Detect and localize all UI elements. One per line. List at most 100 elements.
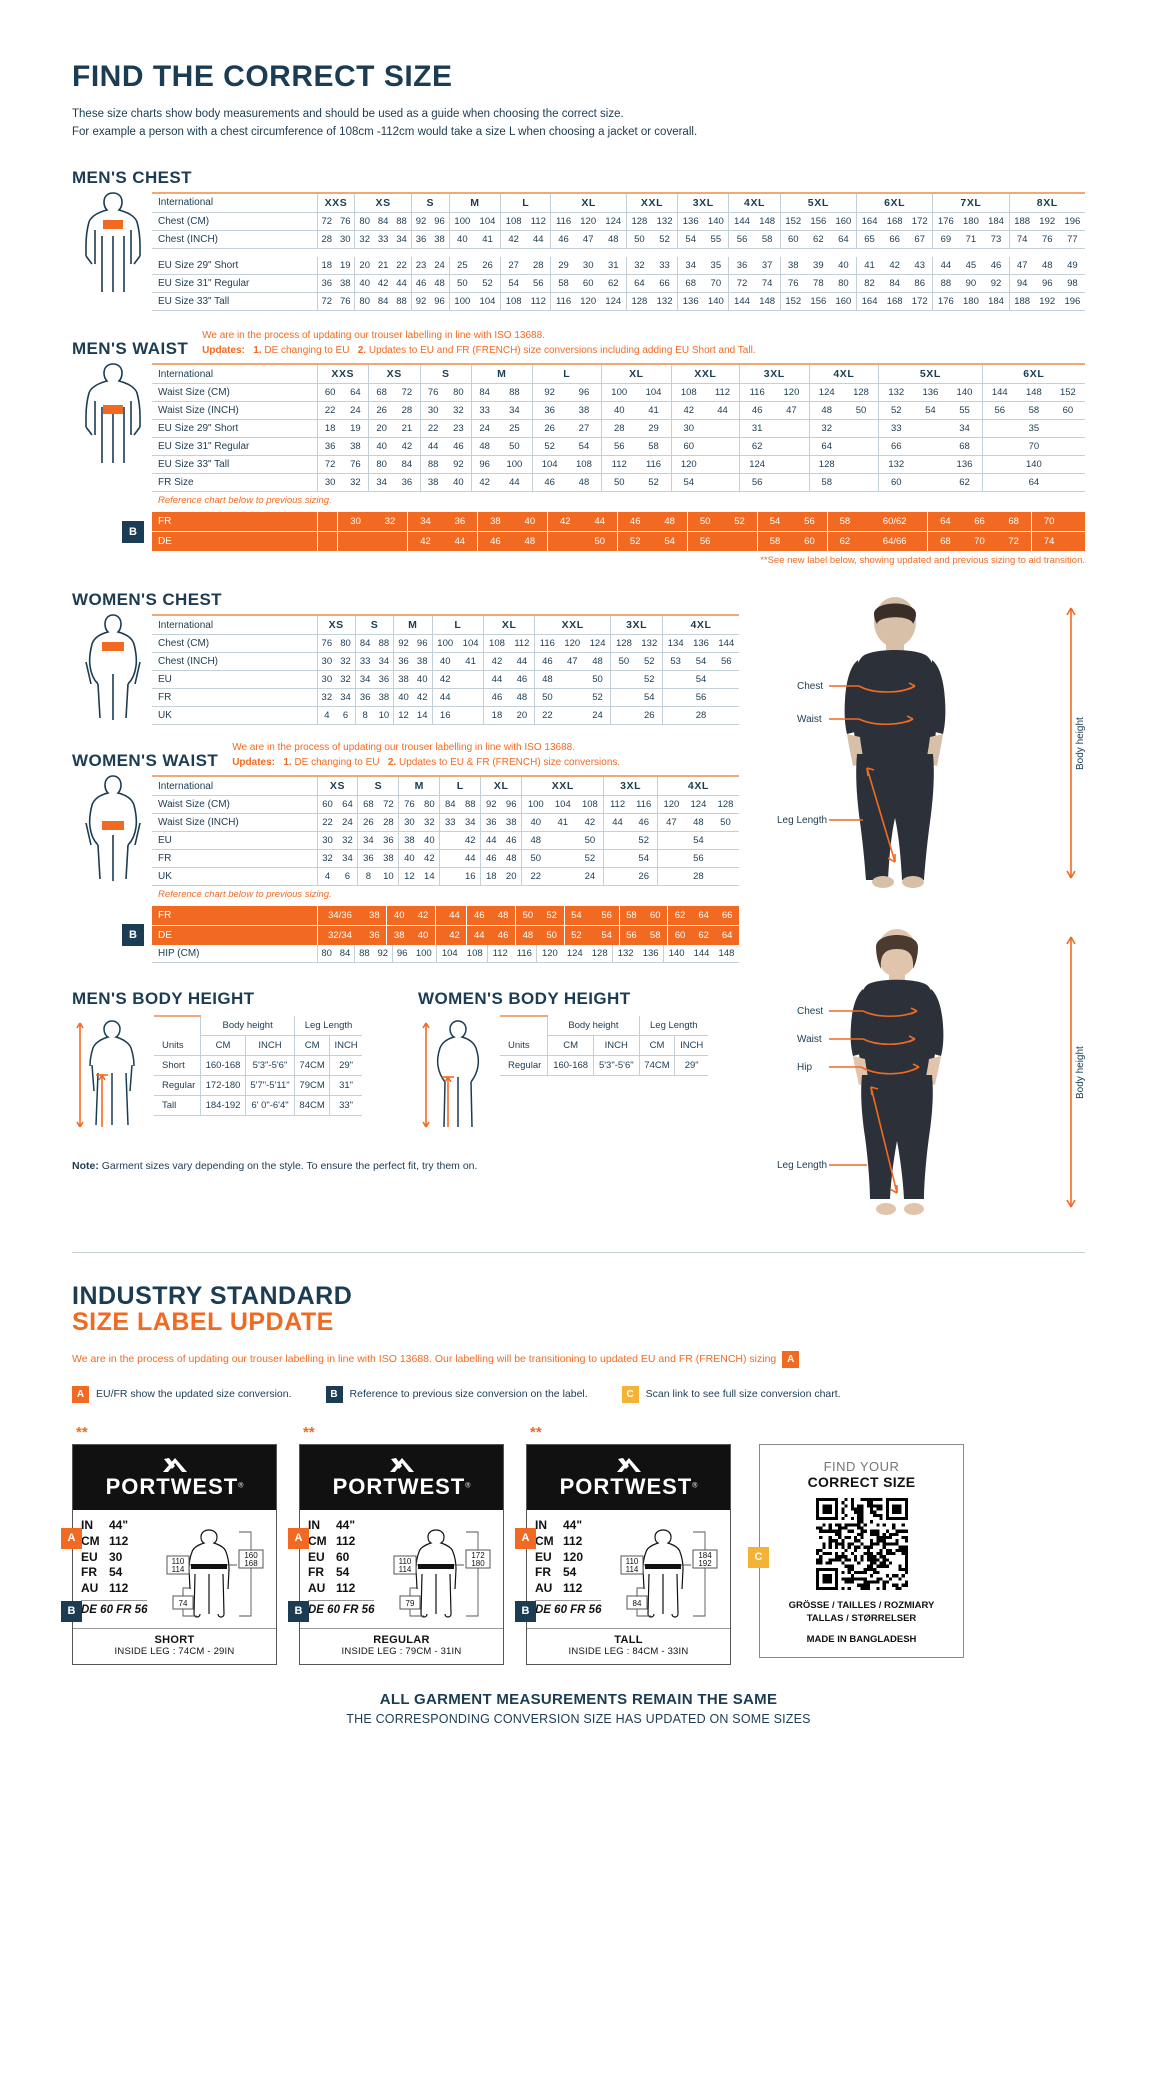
table-cell: 104 — [474, 212, 501, 231]
table-cell: 6 — [337, 867, 358, 887]
table-cell: 46 — [466, 906, 492, 926]
table-cell: 44 — [497, 473, 533, 493]
table-cell: 40 — [524, 516, 536, 528]
label-brand-head: PORTWEST® — [73, 1444, 276, 1510]
table-cell: 76 — [335, 292, 355, 312]
row-label: EU — [152, 670, 317, 690]
row-label: EU Size 31" Regular — [152, 274, 317, 294]
table-cell: 19 — [342, 419, 369, 439]
legend-text-a: EU/FR show the updated size conversion. — [96, 1388, 292, 1401]
tag-b-card: B — [61, 1600, 82, 1622]
table-cell: 58 — [754, 230, 781, 249]
row-label: Waist Size (INCH) — [152, 401, 317, 421]
womens-waist-ref-table: FR 34/36 38 40 42 44 46 48 50 52 54 56 58 60 62 64 66 DE 3… — [152, 906, 739, 946]
label-code-value: 54 — [109, 1565, 123, 1580]
table-cell: 22 — [316, 401, 343, 421]
size-label-card: ** A B PORTWEST® IN 44" CM 112 EU 30 FR 54 AU 112 DE 6… — [61, 1425, 277, 1665]
label-figure: 110 114 172 180 79 — [374, 1518, 497, 1624]
table-cell: 22 — [392, 257, 412, 276]
table-cell: 26 — [368, 401, 395, 421]
table-cell: 64 — [342, 383, 369, 403]
table-cell — [1050, 455, 1085, 475]
table-cell: 48 — [430, 274, 450, 294]
table-cell: 30 — [575, 257, 601, 276]
table-cell: 67 — [907, 230, 933, 249]
label-code-key: EU — [81, 1549, 98, 1564]
table-cell: 120 — [575, 292, 601, 312]
table-cell: 21 — [394, 419, 420, 439]
table-cell: 33 — [354, 652, 375, 672]
table-cell: 120 — [670, 455, 706, 475]
note-line-2: Updates: 1. DE changing to EU 2. Updates… — [202, 344, 755, 359]
table-cell: 80 — [445, 383, 472, 403]
table-cell — [662, 706, 689, 726]
label-stars: ** — [530, 1423, 542, 1441]
table-cell: 12 — [398, 867, 420, 887]
womens-body-height-title: WOMEN'S BODY HEIGHT — [418, 989, 631, 1009]
table-cell: 120 — [774, 383, 810, 403]
womens-waist-title: WOMEN'S WAIST — [72, 751, 219, 771]
label-code-value: 112 — [563, 1533, 583, 1548]
table-cell: 96 — [412, 634, 433, 654]
leg-box: 84 — [632, 1599, 641, 1608]
table-cell: 31" — [329, 1075, 362, 1097]
label-code-key: AU — [535, 1581, 553, 1596]
row-label: EU Size 29" Short — [152, 419, 317, 439]
mens-waist-table-wrap: International XXS XS S M L XL XXL 3XL 4XL 5XL 6XL W… — [152, 363, 1085, 508]
table-row: HIP (CM) 80 84 88 92 96 100 104 108 112 116 120 124 1… — [152, 945, 739, 964]
table-cell: 116 — [550, 292, 576, 312]
label-code-key: AU — [81, 1581, 99, 1596]
table-cell — [774, 455, 810, 475]
table-cell — [913, 437, 948, 457]
size-group-header: 8XL — [1008, 191, 1085, 213]
label-fit: SHORT — [154, 1633, 195, 1646]
table-cell: 38 — [369, 910, 380, 922]
table-cell: 28 — [316, 230, 336, 249]
qr-code-icon[interactable] — [815, 1497, 908, 1590]
table-cell: 42 — [394, 437, 420, 457]
womens-tables: WOMEN'S CHEST I — [72, 590, 739, 1226]
table-cell: 54 — [913, 401, 948, 421]
label-codes: IN 44" CM 112 EU 30 FR 54 AU 112 DE 60 FR 56 — [81, 1518, 148, 1624]
table-row: UK 4 6 8 10 12 14 16 18 20 22 24 26 28 — [152, 867, 739, 887]
row-label: Waist Size (CM) — [152, 383, 317, 403]
note-line-2: Updates: 1. DE changing to EU 2. Updates… — [232, 756, 620, 771]
table-cell: 30 — [398, 813, 420, 833]
table-cell — [713, 688, 739, 708]
label-body: IN 44" CM 112 EU 60 FR 54 AU 112 DE 60 FR 56 110 114… — [300, 1510, 503, 1628]
table-cell: 56 — [618, 925, 644, 946]
waist-box-top: 110 — [171, 1557, 184, 1566]
table-cell: 53 — [662, 652, 689, 672]
table-cell: 65 — [855, 230, 883, 249]
table-cell: 46 — [410, 274, 431, 294]
table-cell: 80 — [354, 292, 374, 312]
table-cell: 196 — [1059, 212, 1085, 231]
waist-box-top: 110 — [398, 1557, 411, 1566]
note-item-2-num: 2. — [387, 756, 397, 768]
table-cell: 70 — [1016, 437, 1051, 457]
table-cell: 24 — [471, 419, 498, 439]
height-box-top: 160 — [244, 1551, 258, 1560]
table-cell: 40 — [411, 925, 436, 946]
table-cell: 66 — [721, 910, 733, 922]
label-code-key: CM — [535, 1533, 554, 1548]
table-row: Chest (INCH) 28 30 32 33 34 36 38 40 41 42 44 46 47 48… — [152, 230, 1085, 249]
table-cell: 14 — [412, 706, 433, 726]
womens-waist-body: Waist Size (CM) 60 64 68 72 76 80 84 88 92 96 100 10… — [152, 795, 739, 887]
table-cell: 74 — [1030, 531, 1067, 552]
label-code-value: 112 — [563, 1581, 583, 1596]
table-cell: 38 — [430, 230, 450, 249]
size-group-header: M — [448, 191, 501, 213]
table-cell: 36 — [378, 831, 399, 851]
table-cell: 42 — [412, 688, 433, 708]
table-cell: 44 — [526, 230, 551, 249]
table-cell: 38 — [501, 813, 522, 833]
table-row: Waist Size (CM) 60 64 68 72 76 80 84 88 92 96 100 10… — [152, 383, 1085, 403]
table-cell: 132 — [651, 212, 678, 231]
table-cell: 120 — [559, 634, 585, 654]
table-cell: 34 — [407, 512, 443, 532]
brand-name: PORTWEST — [332, 1473, 466, 1499]
bh-group-header: Leg Length — [294, 1016, 362, 1037]
row-label: Chest (CM) — [152, 634, 317, 654]
table-cell: 26 — [630, 867, 658, 887]
